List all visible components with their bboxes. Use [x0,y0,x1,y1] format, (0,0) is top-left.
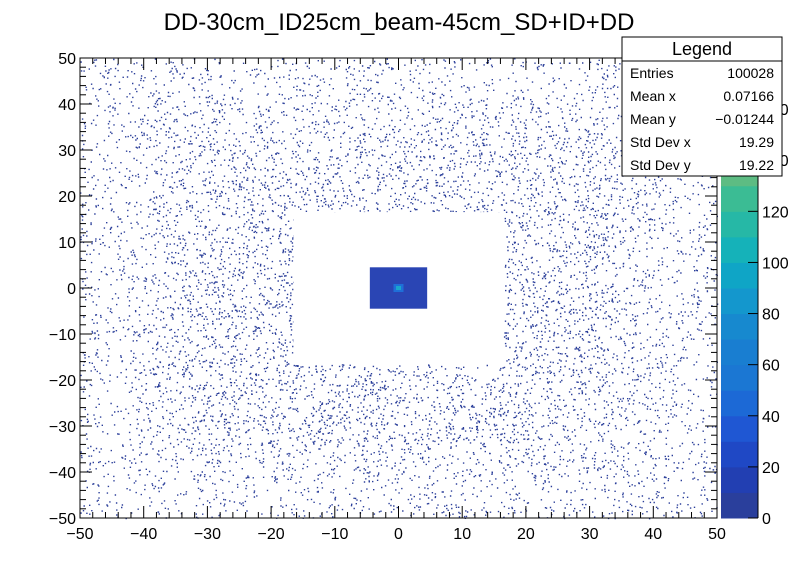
color-scale-band [721,288,758,315]
color-scale-tick-label: 60 [762,358,780,375]
x-tick-label: −50 [66,526,93,543]
legend-frame [621,36,783,177]
y-tick-label: 10 [58,235,76,252]
stats-legend: Legend Entries 100028 Mean x 0.07166 Mea… [621,36,783,177]
color-scale-tick-label: 20 [762,460,780,477]
x-tick-label: 50 [708,526,726,543]
y-tick-label: −30 [49,419,76,436]
beam-spot-peak [396,286,401,290]
x-tick-label: 10 [453,526,471,543]
x-tick-label: −40 [130,526,157,543]
y-tick-label: −40 [49,465,76,482]
y-tick-label: 20 [58,189,76,206]
beam-spot-core [393,284,404,292]
legend-label-mean-y: Mean y [630,111,676,127]
color-scale-tick-label: 0 [762,511,771,528]
legend-value-std-dev-y: 19.22 [739,157,774,173]
x-tick-label: −10 [321,526,348,543]
x-tick-label: −30 [194,526,221,543]
y-tick-label: −10 [49,327,76,344]
y-tick-label: 50 [58,51,76,68]
legend-value-mean-y: −0.01244 [715,111,774,127]
x-tick-label: 40 [644,526,662,543]
color-scale-tick-label: 120 [762,204,789,221]
y-tick-label: 40 [58,97,76,114]
color-scale-band [721,390,758,417]
y-axis: −50 −40 −30 −20 −10 0 10 20 30 40 50 [49,51,717,528]
color-scale-tick-label: 100 [762,255,789,272]
legend-label-std-dev-y: Std Dev y [630,157,691,173]
color-scale-band [721,364,758,391]
color-scale-band [721,339,758,366]
color-scale-band [721,441,758,468]
hit-scatter [80,58,719,520]
legend-label-mean-x: Mean x [630,88,676,104]
color-scale-band [721,466,758,493]
y-tick-label: −20 [49,373,76,390]
color-scale-band [721,492,758,519]
legend-value-entries: 100028 [727,65,774,81]
color-scale-band [721,415,758,442]
color-scale-band [721,313,758,340]
plot-area [79,57,719,520]
x-tick-label: 0 [394,526,403,543]
color-scale-band [721,185,758,212]
color-scale-band [721,211,758,238]
y-tick-label: −50 [49,511,76,528]
legend-value-mean-x: 0.07166 [723,88,774,104]
x-tick-label: 30 [581,526,599,543]
chart-title: DD-30cm_ID25cm_beam-45cm_SD+ID+DD [164,9,635,36]
x-axis: −50 −40 −30 −20 −10 0 10 20 30 40 50 [66,58,726,543]
legend-value-std-dev-x: 19.29 [739,134,774,150]
color-scale-tick-label: 40 [762,409,780,426]
legend-label-entries: Entries [630,65,674,81]
legend-label-std-dev-x: Std Dev x [630,134,691,150]
y-tick-label: 0 [67,281,76,298]
x-tick-label: 20 [517,526,535,543]
color-scale-band [721,236,758,263]
color-scale-band [721,262,758,289]
legend-title: Legend [672,39,732,59]
color-scale-tick-label: 80 [762,307,780,324]
y-tick-label: 30 [58,143,76,160]
scatter-points [80,58,719,520]
x-tick-label: −20 [258,526,285,543]
